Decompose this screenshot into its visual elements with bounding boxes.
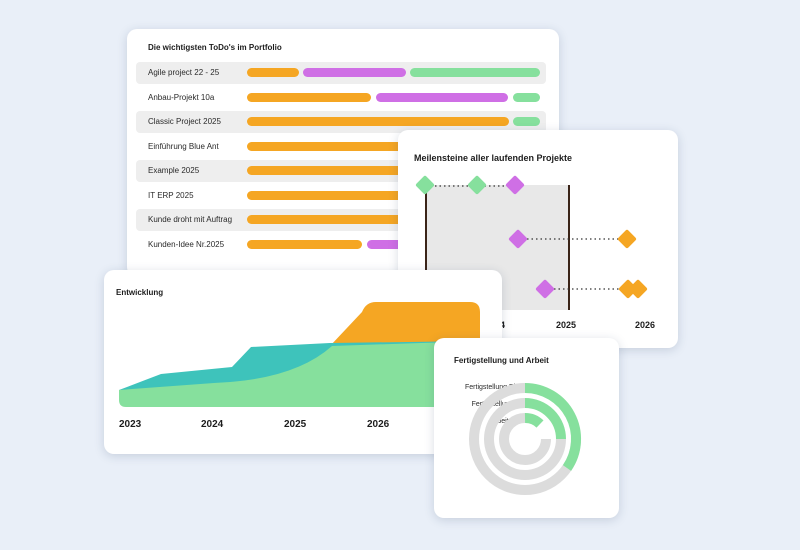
todo-row[interactable]: Agile project 22 - 25	[136, 62, 546, 84]
todo-row[interactable]: Kunden-Idee Nr.2025	[136, 234, 546, 256]
todo-row-label: Kunde droht mit Auftrag	[148, 215, 233, 224]
todo-bar-purple	[367, 240, 407, 249]
ring-actual-background	[484, 398, 566, 480]
milestone-year-label: 2026	[635, 320, 656, 330]
ring-plan-background	[469, 383, 581, 495]
todo-row-label: Einführung Blue Ant	[148, 142, 219, 151]
milestone-diamond-green[interactable]	[415, 175, 435, 195]
todo-bar-orange	[247, 215, 407, 224]
development-year-label: 2023	[119, 419, 142, 430]
todo-bar-orange	[247, 93, 371, 102]
completion-radial-chart	[469, 383, 582, 495]
legend-label-actual: Fertigstellung Ist	[471, 401, 523, 408]
legend-label-plan: Fertigstellung Plan	[465, 384, 523, 391]
milestone-diamond-purple[interactable]	[535, 279, 555, 299]
todo-card-title: Die wichtigsten ToDo's im Portfolio	[148, 43, 282, 52]
todo-row[interactable]: Einführung Blue Ant	[136, 136, 546, 158]
todo-row-label: Classic Project 2025	[148, 117, 221, 126]
todo-bar-orange	[247, 142, 407, 151]
todo-bar-orange	[247, 68, 299, 77]
milestone-year-label: 4	[500, 320, 506, 330]
development-year-label: 2025	[284, 419, 307, 430]
todo-row-label: Example 2025	[148, 166, 200, 175]
milestone-diamond-orange[interactable]	[618, 279, 638, 299]
ring-actual-progress	[524, 398, 566, 440]
todo-row-label: Kunden-Idee Nr.2025	[148, 240, 225, 249]
todo-row[interactable]: Anbau-Projekt 10a	[136, 87, 546, 109]
completion-card: Fertigstellung und Arbeit Fertigstellung…	[434, 338, 619, 518]
milestone-diamond-orange[interactable]	[617, 229, 637, 249]
milestones-card-title: Meilensteine aller laufenden Projekte	[414, 153, 573, 163]
development-card-title: Entwicklung	[116, 288, 164, 297]
todo-bar-orange	[247, 117, 509, 126]
ring-plan-progress	[524, 383, 582, 471]
ring-workload-progress	[524, 413, 544, 428]
milestone-year-label: 2025	[556, 320, 577, 330]
todo-row-label: IT ERP 2025	[148, 191, 194, 200]
development-year-label: 2026	[367, 419, 390, 430]
milestone-diamond-green[interactable]	[467, 175, 487, 195]
completion-card-title: Fertigstellung und Arbeit	[454, 356, 549, 365]
todo-bar-green	[513, 117, 540, 126]
todo-bar-orange	[247, 191, 407, 200]
todo-row[interactable]: Classic Project 2025	[136, 111, 546, 133]
todo-bar-green	[513, 93, 540, 102]
todo-row-label: Agile project 22 - 25	[148, 68, 220, 77]
milestone-diamond-purple[interactable]	[508, 229, 528, 249]
area-green	[119, 341, 480, 407]
milestone-diamond-orange[interactable]	[628, 279, 648, 299]
todo-row[interactable]: IT ERP 2025	[136, 185, 546, 207]
todo-bar-orange	[247, 166, 407, 175]
todo-bar-green	[410, 68, 540, 77]
todo-bar-purple	[303, 68, 406, 77]
milestone-diamond-purple[interactable]	[505, 175, 525, 195]
todo-row-label: Anbau-Projekt 10a	[148, 93, 215, 102]
todo-bar-orange	[247, 240, 362, 249]
ring-workload-background	[499, 413, 551, 465]
development-year-label: 2024	[201, 419, 224, 430]
todo-bar-purple	[376, 93, 508, 102]
